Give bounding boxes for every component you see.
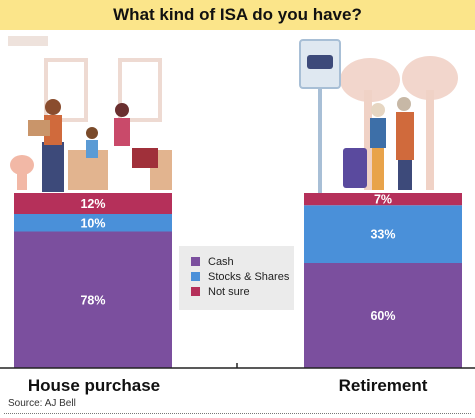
legend-swatch-cash <box>191 257 200 266</box>
bar-house-purchase-not-sure <box>14 193 172 214</box>
source-note: Source: AJ Bell <box>8 398 76 409</box>
chart-title: What kind of ISA do you have? <box>113 5 362 24</box>
bar-house-purchase-stocks-shares <box>14 214 172 232</box>
legend-label-stocks-shares: Stocks & Shares <box>208 271 290 283</box>
retirement-illustration <box>299 39 458 194</box>
bar-retirement-not-sure <box>304 193 462 206</box>
bottom-divider <box>4 413 471 414</box>
legend: Cash Stocks & Shares Not sure <box>179 246 294 310</box>
legend-swatch-stocks <box>191 272 200 281</box>
bar-retirement-stocks-shares <box>304 205 462 263</box>
family-illustration <box>8 36 172 192</box>
bar-retirement-cash <box>304 263 462 368</box>
data-label-retirement-cash: 60% <box>370 309 395 323</box>
data-label-house-purchase-cash: 78% <box>80 293 105 307</box>
bars <box>14 193 462 368</box>
category-label-retirement: Retirement <box>339 376 428 395</box>
data-label-house-purchase-not-sure: 12% <box>80 197 105 211</box>
data-label-retirement-not-sure: 7% <box>374 193 392 207</box>
title-bar: What kind of ISA do you have? <box>0 0 475 30</box>
data-label-retirement-stocks-shares: 33% <box>370 228 395 242</box>
category-label-house-purchase: House purchase <box>28 376 160 395</box>
data-label-house-purchase-stocks-shares: 10% <box>80 216 105 230</box>
legend-swatch-not-sure <box>191 287 200 296</box>
legend-label-not-sure: Not sure <box>208 286 250 298</box>
data-labels: 78% 10% 12% 60% 33% 7% <box>80 193 395 323</box>
legend-label-cash: Cash <box>208 256 234 268</box>
bar-house-purchase-cash <box>14 231 172 368</box>
